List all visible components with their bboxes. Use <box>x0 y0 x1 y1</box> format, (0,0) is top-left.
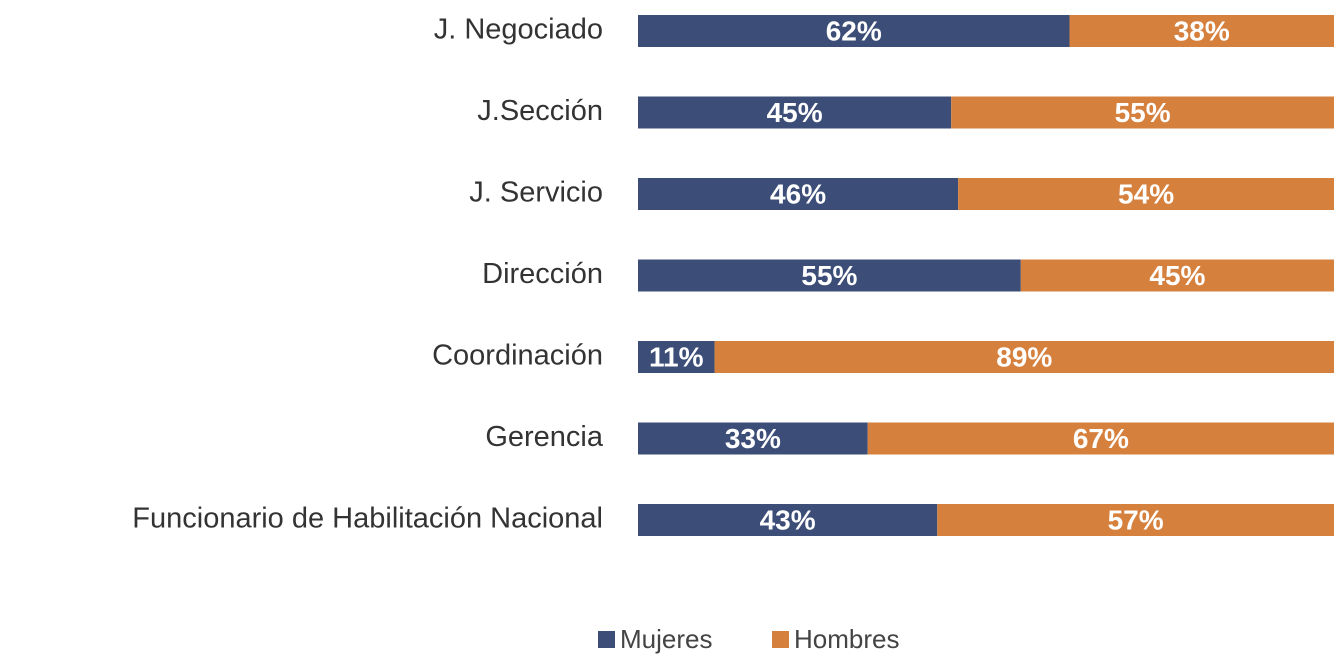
legend-label: Mujeres <box>620 624 712 654</box>
legend-swatch <box>772 631 789 648</box>
bar-segment <box>638 504 938 536</box>
category-label: J. Negociado <box>434 14 603 46</box>
bar-segment <box>937 504 1334 536</box>
category-label: Gerencia <box>485 421 604 453</box>
bar-segment <box>1020 259 1334 292</box>
value-label: 67% <box>1073 423 1129 454</box>
bar-segment <box>638 15 1070 47</box>
value-label: 38% <box>1174 15 1230 46</box>
value-label: 57% <box>1108 504 1164 535</box>
legend-swatch <box>598 631 615 648</box>
bar-segment <box>1069 15 1334 47</box>
category-label: Funcionario de Habilitación Nacional <box>132 503 603 535</box>
bar-segment <box>951 96 1334 129</box>
value-label: 46% <box>770 178 826 209</box>
value-label: 89% <box>996 341 1052 372</box>
value-label: 33% <box>725 423 781 454</box>
value-label: 45% <box>767 97 823 128</box>
value-label: 43% <box>760 504 816 535</box>
value-label: 55% <box>1115 97 1171 128</box>
bar-segment <box>958 178 1334 210</box>
bar-segment <box>867 422 1334 455</box>
bar-segment <box>638 178 959 210</box>
legend-label: Hombres <box>794 624 899 654</box>
category-label: J. Servicio <box>469 177 603 209</box>
bar-segment <box>714 341 1334 373</box>
value-label: 55% <box>801 260 857 291</box>
category-label: J.Sección <box>477 95 603 127</box>
bar-segment <box>638 422 868 455</box>
bar-segment <box>638 341 715 373</box>
bar-segment <box>638 96 952 129</box>
value-label: 11% <box>649 341 704 372</box>
value-label: 62% <box>826 15 882 46</box>
bar-segment <box>638 259 1021 292</box>
category-label: Dirección <box>482 258 603 290</box>
value-label: 45% <box>1149 260 1205 291</box>
category-label: Coordinación <box>432 340 603 372</box>
value-label: 54% <box>1118 178 1174 209</box>
